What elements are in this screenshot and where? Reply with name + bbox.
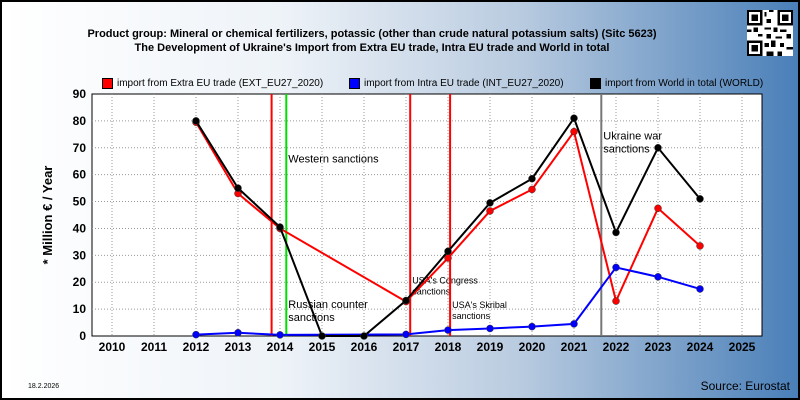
series-2-point-0 bbox=[192, 117, 200, 125]
series-2-point-6 bbox=[444, 247, 452, 256]
series-0-point-5 bbox=[486, 207, 494, 215]
x-tick-label: 2018 bbox=[435, 340, 462, 354]
legend-label-intra-eu: import from Intra EU trade (INT_EU27_202… bbox=[364, 77, 564, 89]
y-tick-label: 0 bbox=[79, 329, 86, 343]
chart-title: Product group: Mineral or chemical ferti… bbox=[87, 28, 657, 40]
series-1-point-6 bbox=[528, 322, 536, 331]
series-1-point-8 bbox=[612, 263, 620, 272]
legend-item-extra-eu: import from Extra EU trade (EXT_EU27_202… bbox=[102, 76, 323, 90]
series-2-point-2 bbox=[276, 223, 284, 231]
series-1-point-2 bbox=[276, 331, 284, 339]
series-2-point-8 bbox=[528, 174, 536, 183]
y-tick-label: 10 bbox=[73, 302, 87, 316]
series-0-point-10 bbox=[696, 242, 704, 250]
event-label-4: USA's Skribal sanctions bbox=[452, 300, 507, 321]
series-2-point-7 bbox=[486, 199, 494, 207]
event-label-3: USA's Congress sanctions bbox=[412, 276, 478, 297]
source-credit: Source: Eurostat bbox=[700, 379, 790, 393]
legend-swatch-intra-eu bbox=[349, 77, 360, 89]
x-tick-label: 2025 bbox=[729, 340, 756, 354]
event-label-5: Ukraine war sanctions bbox=[603, 131, 662, 156]
x-tick-label: 2020 bbox=[519, 340, 546, 354]
series-1-point-0 bbox=[192, 330, 200, 339]
series-1-point-7 bbox=[570, 320, 578, 328]
legend-label-extra-eu: import from Extra EU trade (EXT_EU27_202… bbox=[117, 77, 324, 89]
series-2-point-5 bbox=[402, 296, 410, 305]
legend-item-world: import from World in total (WORLD) bbox=[590, 76, 763, 90]
legend-item-intra-eu: import from Intra EU trade (INT_EU27_202… bbox=[349, 76, 564, 90]
x-tick-label: 2019 bbox=[477, 340, 504, 354]
date-stamp: 18.2.2026 bbox=[28, 383, 60, 390]
series-2-point-4 bbox=[360, 332, 368, 340]
series-1-point-3 bbox=[402, 330, 410, 339]
y-tick-label: 40 bbox=[73, 221, 87, 235]
x-tick-label: 2011 bbox=[141, 340, 167, 354]
y-axis-label: * Million € / Year bbox=[40, 166, 55, 265]
series-2-point-9 bbox=[570, 114, 578, 122]
y-tick-label: 30 bbox=[73, 248, 87, 262]
legend-swatch-extra-eu bbox=[102, 77, 113, 89]
y-tick-label: 90 bbox=[73, 87, 87, 101]
chart-subtitle: The Development of Ukraine's Import from… bbox=[134, 42, 610, 54]
series-2-point-3 bbox=[318, 332, 326, 340]
series-2-point-11 bbox=[654, 144, 662, 152]
x-tick-label: 2017 bbox=[393, 340, 420, 354]
x-tick-label: 2015 bbox=[309, 340, 336, 354]
series-1-point-5 bbox=[486, 324, 494, 333]
series-0-point-6 bbox=[528, 185, 536, 194]
x-tick-label: 2024 bbox=[687, 340, 714, 354]
legend-label-world: import from World in total (WORLD) bbox=[605, 77, 764, 89]
series-1-point-4 bbox=[444, 326, 452, 334]
series-2-point-1 bbox=[234, 184, 242, 192]
x-tick-label: 2012 bbox=[183, 340, 210, 354]
series-2-point-10 bbox=[612, 228, 620, 237]
event-label-1: Western sanctions bbox=[288, 154, 379, 166]
legend-swatch-world bbox=[590, 77, 601, 89]
y-tick-label: 20 bbox=[73, 275, 87, 289]
series-2-point-12 bbox=[696, 195, 704, 203]
series-0-point-8 bbox=[612, 297, 620, 305]
x-tick-label: 2016 bbox=[351, 340, 378, 354]
series-0-point-9 bbox=[654, 204, 662, 213]
y-tick-label: 60 bbox=[73, 168, 87, 182]
y-tick-label: 80 bbox=[73, 114, 87, 128]
x-tick-label: 2010 bbox=[99, 340, 126, 354]
x-tick-label: 2023 bbox=[645, 340, 672, 354]
y-tick-label: 50 bbox=[73, 195, 87, 209]
x-tick-label: 2013 bbox=[225, 340, 252, 354]
x-tick-label: 2021 bbox=[561, 340, 588, 354]
series-1-point-9 bbox=[654, 273, 662, 281]
x-tick-label: 2022 bbox=[603, 340, 630, 354]
series-0-point-7 bbox=[570, 127, 578, 136]
qr-code-icon bbox=[747, 10, 793, 56]
series-1-point-1 bbox=[234, 329, 242, 337]
x-tick-label: 2014 bbox=[267, 340, 294, 354]
series-1-point-10 bbox=[696, 285, 704, 293]
y-tick-label: 70 bbox=[73, 141, 87, 155]
